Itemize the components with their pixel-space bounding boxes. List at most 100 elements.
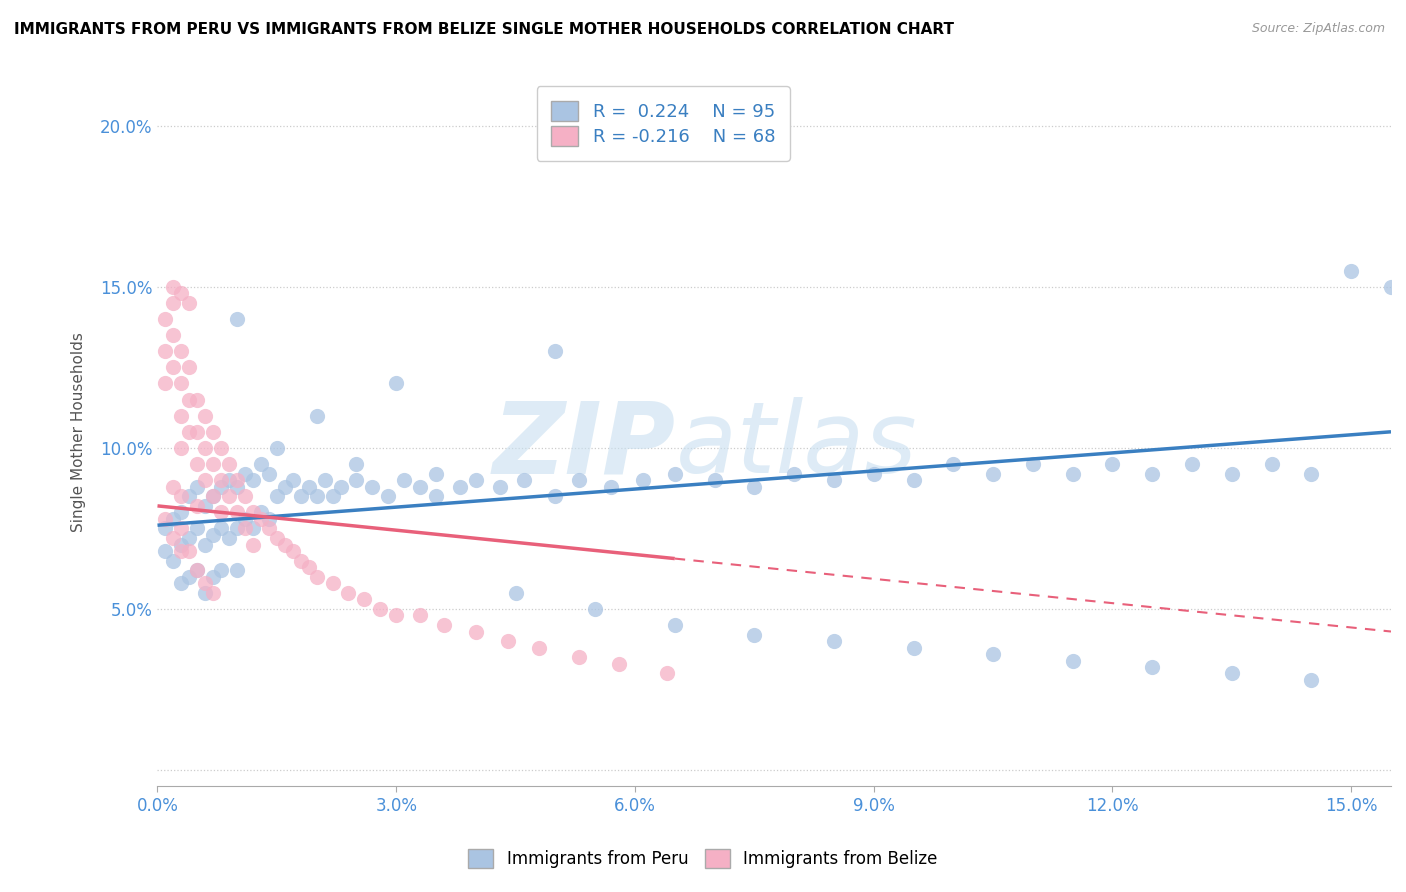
Point xyxy=(170,537,193,551)
Point xyxy=(257,467,280,481)
Point xyxy=(226,521,249,535)
Point xyxy=(209,563,232,577)
Point xyxy=(305,570,328,584)
Point xyxy=(209,441,232,455)
Point xyxy=(233,521,256,535)
Point xyxy=(1220,467,1243,481)
Point xyxy=(202,489,225,503)
Point xyxy=(266,441,288,455)
Point xyxy=(305,409,328,423)
Point xyxy=(529,640,551,655)
Point xyxy=(202,528,225,542)
Point xyxy=(703,473,725,487)
Point xyxy=(1022,457,1045,471)
Point xyxy=(162,554,184,568)
Legend: R =  0.224    N = 95, R = -0.216    N = 68: R = 0.224 N = 95, R = -0.216 N = 68 xyxy=(537,87,790,161)
Point xyxy=(361,479,384,493)
Point xyxy=(202,586,225,600)
Point xyxy=(631,473,654,487)
Point xyxy=(186,563,208,577)
Point xyxy=(862,467,884,481)
Point xyxy=(544,344,567,359)
Point xyxy=(744,628,766,642)
Point xyxy=(209,479,232,493)
Text: ZIP: ZIP xyxy=(492,398,675,494)
Point xyxy=(568,473,591,487)
Point xyxy=(202,425,225,439)
Point xyxy=(155,521,177,535)
Point xyxy=(162,296,184,310)
Point xyxy=(903,473,925,487)
Point xyxy=(1301,467,1323,481)
Point xyxy=(170,344,193,359)
Point xyxy=(568,650,591,665)
Point xyxy=(155,512,177,526)
Point xyxy=(186,425,208,439)
Point xyxy=(783,467,806,481)
Point xyxy=(274,537,297,551)
Point xyxy=(202,457,225,471)
Point xyxy=(464,473,486,487)
Point xyxy=(664,467,686,481)
Y-axis label: Single Mother Households: Single Mother Households xyxy=(72,332,86,532)
Point xyxy=(942,457,965,471)
Point xyxy=(409,608,432,623)
Point xyxy=(823,473,845,487)
Point xyxy=(170,489,193,503)
Point xyxy=(242,473,264,487)
Point xyxy=(209,473,232,487)
Point xyxy=(242,521,264,535)
Point xyxy=(226,473,249,487)
Point xyxy=(290,554,312,568)
Point xyxy=(202,570,225,584)
Point xyxy=(179,531,201,545)
Point xyxy=(226,312,249,326)
Point xyxy=(218,473,240,487)
Point xyxy=(194,441,217,455)
Point xyxy=(162,328,184,343)
Point xyxy=(385,376,408,391)
Point xyxy=(186,479,208,493)
Point xyxy=(162,512,184,526)
Point xyxy=(170,441,193,455)
Point xyxy=(179,392,201,407)
Point xyxy=(162,531,184,545)
Point xyxy=(194,473,217,487)
Text: Source: ZipAtlas.com: Source: ZipAtlas.com xyxy=(1251,22,1385,36)
Point xyxy=(218,489,240,503)
Point xyxy=(170,505,193,519)
Point xyxy=(233,512,256,526)
Point xyxy=(583,602,606,616)
Point xyxy=(433,618,456,632)
Point xyxy=(179,360,201,375)
Point xyxy=(1142,660,1164,674)
Point xyxy=(218,457,240,471)
Point xyxy=(162,479,184,493)
Point xyxy=(186,457,208,471)
Point xyxy=(281,473,304,487)
Point xyxy=(250,512,273,526)
Point xyxy=(903,640,925,655)
Point xyxy=(368,602,391,616)
Point xyxy=(353,592,375,607)
Point xyxy=(1101,457,1123,471)
Legend: Immigrants from Peru, Immigrants from Belize: Immigrants from Peru, Immigrants from Be… xyxy=(461,843,945,875)
Point xyxy=(194,537,217,551)
Point xyxy=(1062,467,1084,481)
Point xyxy=(346,473,368,487)
Point xyxy=(170,544,193,558)
Point xyxy=(392,473,415,487)
Point xyxy=(179,489,201,503)
Point xyxy=(250,505,273,519)
Point xyxy=(179,425,201,439)
Point xyxy=(655,666,678,681)
Point xyxy=(162,360,184,375)
Point xyxy=(744,479,766,493)
Point xyxy=(1062,653,1084,667)
Point xyxy=(266,531,288,545)
Point xyxy=(1181,457,1204,471)
Point xyxy=(155,344,177,359)
Point xyxy=(257,521,280,535)
Point xyxy=(179,544,201,558)
Point xyxy=(322,576,344,591)
